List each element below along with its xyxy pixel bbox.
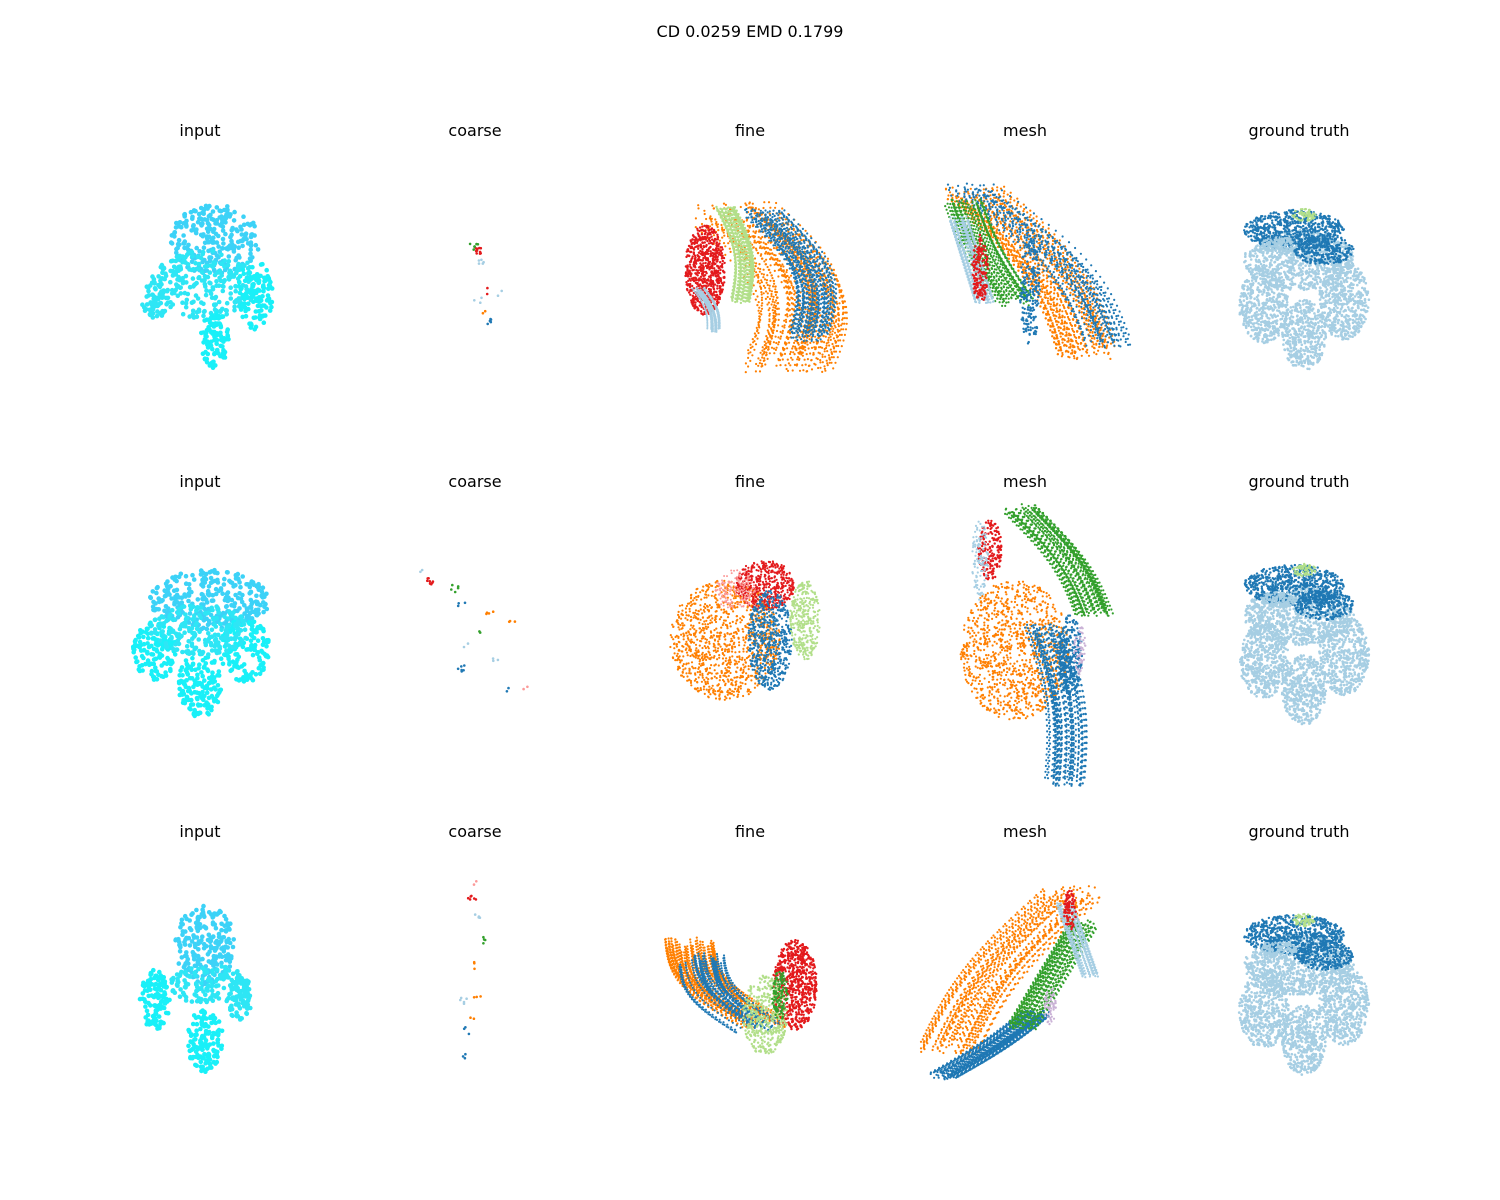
- coarse-cloud-r2: [459, 880, 487, 1059]
- mesh-cloud-r1: [960, 503, 1114, 787]
- fine-cloud-r0: [684, 201, 848, 373]
- ground-truth-cloud-r0: [1238, 208, 1370, 370]
- mesh-cloud-r2: [920, 885, 1101, 1080]
- coarse-cloud-r1: [419, 569, 529, 693]
- input-cloud-r1: [131, 568, 271, 718]
- fine-cloud-r1: [669, 560, 820, 701]
- ground-truth-cloud-r1: [1239, 563, 1370, 726]
- coarse-cloud-r0: [469, 243, 503, 326]
- input-cloud-r0: [140, 204, 274, 370]
- fine-cloud-r2: [664, 937, 818, 1055]
- input-cloud-r2: [138, 904, 253, 1074]
- mesh-cloud-r0: [944, 183, 1131, 361]
- ground-truth-cloud-r2: [1238, 913, 1370, 1076]
